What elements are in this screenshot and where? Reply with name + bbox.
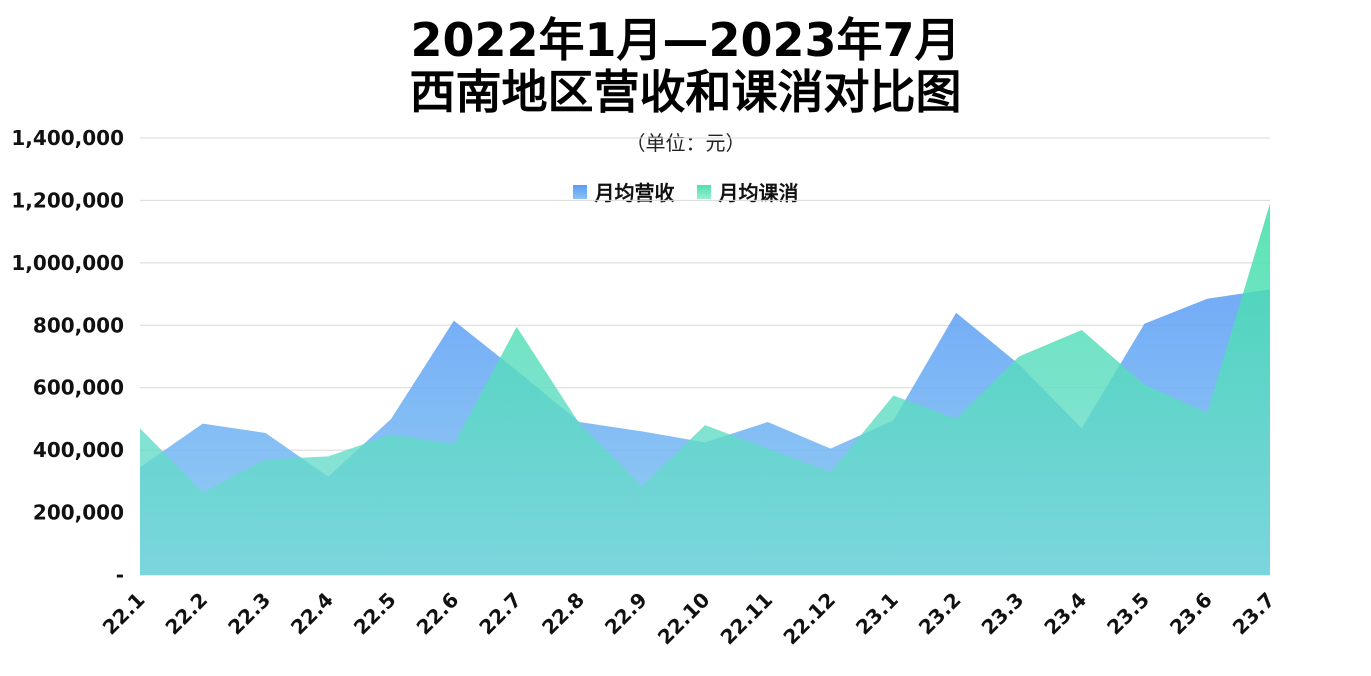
x-tick-label: 22.6: [412, 588, 464, 640]
y-tick-label: 800,000: [33, 313, 124, 337]
x-tick-label: 23.7: [1228, 588, 1280, 640]
chart-legend: 月均营收 月均课消: [0, 177, 1371, 206]
legend-swatch-consumption: [696, 184, 711, 199]
x-tick-label: 22.3: [223, 588, 275, 640]
chart-title-line2: 西南地区营收和课消对比图: [409, 65, 962, 119]
x-tick-label: 22.9: [600, 588, 652, 640]
x-tick-label: 22.10: [653, 588, 715, 650]
x-tick-label: 22.8: [537, 588, 589, 640]
x-tick-label: 23.2: [914, 588, 966, 640]
y-tick-label: 1,400,000: [11, 126, 124, 150]
legend-item-consumption[interactable]: 月均课消: [696, 177, 799, 206]
x-tick-label: 23.3: [977, 588, 1029, 640]
x-tick-label: 22.1: [98, 588, 150, 640]
y-tick-label: 1,000,000: [11, 251, 124, 275]
legend-swatch-revenue: [572, 184, 587, 199]
x-tick-label: 22.2: [160, 588, 212, 640]
x-tick-label: 22.11: [716, 588, 778, 650]
chart-title-line1: 2022年1月—2023年7月: [410, 13, 961, 67]
series-areas: [140, 203, 1270, 576]
series-area-consumption: [140, 203, 1270, 576]
y-tick-label: 600,000: [33, 376, 124, 400]
y-tick-label: 200,000: [33, 501, 124, 525]
x-tick-label: 22.4: [286, 588, 338, 640]
chart-title: 2022年1月—2023年7月 西南地区营收和课消对比图: [0, 14, 1371, 118]
x-tick-label: 23.4: [1039, 588, 1091, 640]
x-tick-label: 22.12: [778, 588, 840, 650]
y-tick-label: 1,200,000: [11, 188, 124, 212]
x-tick-label: 23.5: [1102, 588, 1154, 640]
x-tick-label: 22.7: [474, 588, 526, 640]
y-tick-label: 400,000: [33, 438, 124, 462]
chart-subtitle: （单位：元）: [625, 131, 746, 155]
x-axis: 22.1 22.2 22.3 22.4 22.5 22.6 22.7 22.8 22.9 22.1…: [98, 588, 1280, 650]
y-tick-label: -: [116, 563, 124, 587]
x-tick-label: 22.5: [349, 588, 401, 640]
x-tick-label: 23.1: [851, 588, 903, 640]
legend-label-consumption: 月均课消: [718, 181, 799, 205]
legend-label-revenue: 月均营收: [594, 181, 675, 205]
legend-item-revenue[interactable]: 月均营收: [572, 177, 675, 206]
x-tick-label: 23.6: [1165, 588, 1217, 640]
y-axis: - 200,000 400,000 600,000 800,000 1,000,000 1,…: [11, 126, 124, 587]
